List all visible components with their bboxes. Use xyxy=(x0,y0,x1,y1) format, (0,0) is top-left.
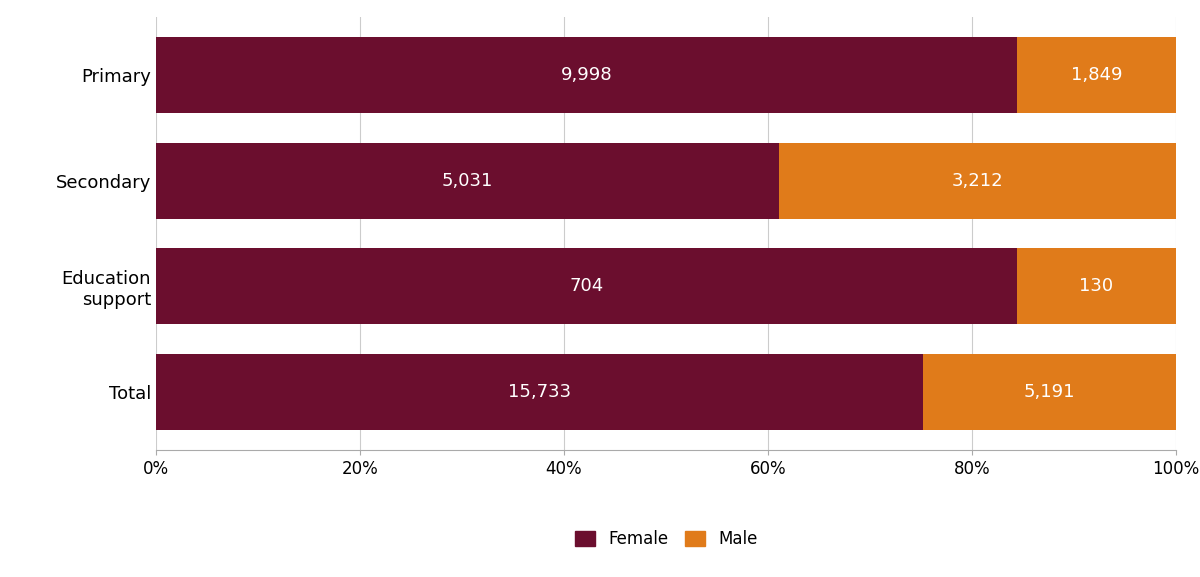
Bar xyxy=(1018,249,1176,324)
Text: 130: 130 xyxy=(1080,278,1114,295)
Text: 3,212: 3,212 xyxy=(952,172,1003,190)
Bar xyxy=(156,249,1018,324)
Text: 15,733: 15,733 xyxy=(508,383,571,401)
Bar xyxy=(156,143,779,219)
Text: 1,849: 1,849 xyxy=(1070,66,1122,84)
Bar xyxy=(1016,38,1176,113)
Text: 9,998: 9,998 xyxy=(560,66,612,84)
Text: 704: 704 xyxy=(569,278,604,295)
Bar xyxy=(779,143,1176,219)
Bar xyxy=(923,354,1176,430)
Bar xyxy=(156,38,1016,113)
Text: 5,191: 5,191 xyxy=(1024,383,1075,401)
Bar xyxy=(156,354,923,430)
Legend: Female, Male: Female, Male xyxy=(568,523,764,554)
Text: 5,031: 5,031 xyxy=(442,172,493,190)
